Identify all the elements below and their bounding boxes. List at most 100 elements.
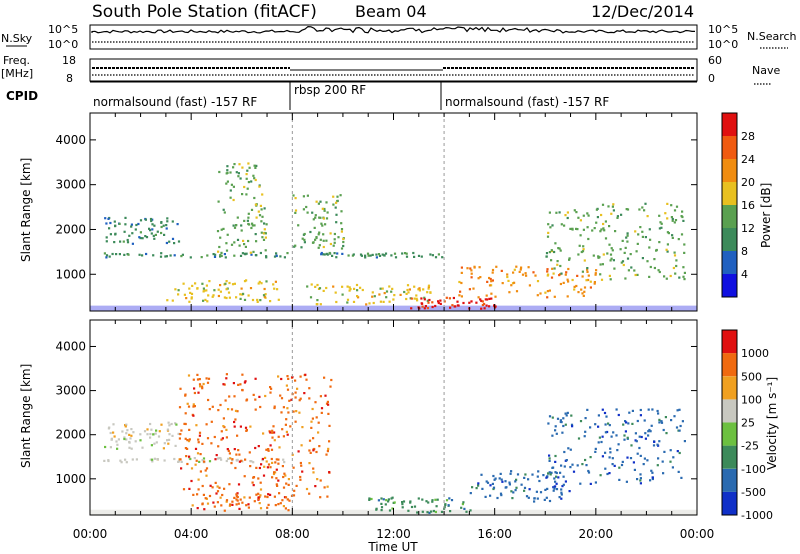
power-echo-cell	[182, 282, 185, 285]
power-echo-cell	[544, 291, 547, 294]
power-echo-cell	[582, 294, 585, 297]
velocity-echo-cell	[284, 496, 288, 499]
power-echo-cell	[113, 220, 116, 223]
velocity-echo-cell	[370, 497, 373, 501]
velocity-echo-cell	[631, 409, 634, 412]
velocity-echo-cell	[551, 416, 554, 419]
power-echo-cell	[548, 289, 551, 292]
power-echo-cell	[582, 214, 585, 217]
power-echo-cell	[626, 208, 630, 211]
nsky-tick-bottom: 10^0	[48, 38, 78, 51]
power-echo-cell	[457, 304, 460, 307]
velocity-echo-cell	[606, 430, 609, 434]
velocity-echo-cell	[218, 486, 221, 489]
velocity-echo-cell	[440, 510, 444, 513]
velocity-echo-cell	[317, 431, 320, 434]
velocity-echo-cell	[651, 477, 654, 481]
velocity-echo-cell	[269, 466, 272, 469]
velocity-echo-cell	[270, 387, 273, 390]
velocity-echo-cell	[157, 435, 161, 438]
freq-label: Freq.	[3, 54, 30, 67]
power-echo-cell	[629, 253, 632, 256]
power-echo-cell	[532, 271, 535, 274]
velocity-echo-cell	[182, 488, 186, 491]
power-echo-cell	[423, 298, 426, 301]
power-echo-cell	[243, 252, 246, 255]
power-echo-cell	[329, 232, 332, 235]
power-echo-cell	[264, 249, 267, 252]
velocity-echo-cell	[382, 498, 385, 501]
power-echo-cell	[334, 291, 337, 294]
power-echo-cell	[593, 281, 596, 284]
power-echo-cell	[309, 230, 312, 234]
power-echo-cell	[580, 250, 583, 254]
power-echo-cell	[659, 221, 662, 224]
power-echo-cell	[556, 263, 559, 266]
power-echo-cell	[306, 285, 309, 288]
power-echo-cell	[578, 244, 581, 247]
power-echo-cell	[206, 254, 209, 257]
velocity-echo-cell	[638, 435, 641, 438]
power-echo-cell	[165, 227, 168, 230]
velocity-echo-cell	[236, 434, 239, 437]
velocity-echo-cell	[282, 486, 286, 489]
power-echo-cell	[658, 270, 661, 274]
velocity-echo-cell	[231, 500, 234, 503]
velocity-echo-cell	[552, 466, 555, 469]
velocity-echo-cell	[554, 425, 557, 428]
velocity-echo-cell	[401, 501, 404, 504]
power-echo-cell	[332, 203, 335, 206]
velocity-echo-cell	[651, 408, 654, 411]
velocity-echo-cell	[103, 459, 106, 462]
velocity-echo-cell	[278, 446, 281, 449]
velocity-echo-cell	[126, 429, 129, 432]
velocity-echo-cell	[155, 429, 158, 432]
velocity-echo-cell	[125, 461, 128, 464]
power-echo-cell	[583, 286, 587, 289]
velocity-echo-cell	[288, 499, 291, 502]
power-echo-cell	[310, 283, 313, 286]
velocity-echo-cell	[262, 474, 266, 477]
power-echo-cell	[329, 242, 332, 246]
velocity-echo-cell	[508, 483, 511, 486]
velocity-echo-cell	[186, 402, 189, 405]
velocity-colorbar-tick-label: -1000	[741, 509, 773, 522]
velocity-echo-cell	[545, 496, 548, 499]
power-echo-cell	[309, 296, 313, 299]
power-echo-cell	[108, 227, 111, 230]
power-echo-cell	[655, 248, 658, 252]
power-echo-cell	[213, 255, 217, 258]
power-echo-cell	[462, 301, 465, 305]
velocity-echo-cell	[635, 440, 638, 443]
velocity-ytick-label: 4000	[55, 339, 86, 353]
time-tick-label: 16:00	[477, 527, 512, 541]
power-echo-cell	[624, 246, 627, 249]
power-echo-cell	[259, 204, 262, 207]
velocity-echo-cell	[553, 487, 556, 490]
power-echo-cell	[217, 200, 220, 203]
velocity-colorbar-tick-label: 1000	[741, 347, 769, 360]
velocity-echo-cell	[647, 430, 650, 433]
power-echo-cell	[225, 182, 228, 185]
power-echo-cell	[294, 211, 297, 214]
power-echo-cell	[453, 305, 456, 308]
power-echo-cell	[545, 252, 549, 255]
velocity-echo-cell	[548, 457, 551, 460]
velocity-echo-cell	[260, 463, 263, 466]
velocity-colorbar-tick-label: 100	[741, 393, 762, 406]
power-echo-cell	[233, 226, 237, 229]
power-echo-cell	[211, 295, 214, 298]
power-echo-cell	[480, 299, 483, 302]
velocity-echo-cell	[475, 487, 478, 490]
power-echo-cell	[410, 307, 413, 310]
power-echo-cell	[269, 300, 272, 303]
velocity-echo-region	[191, 492, 291, 512]
velocity-echo-cell	[116, 443, 119, 446]
velocity-echo-cell	[417, 497, 420, 500]
power-ytick-label: 1000	[55, 267, 86, 281]
power-echo-cell	[626, 232, 629, 235]
velocity-echo-cell	[449, 510, 452, 513]
power-echo-cell	[481, 303, 484, 307]
power-echo-cell	[243, 243, 246, 246]
